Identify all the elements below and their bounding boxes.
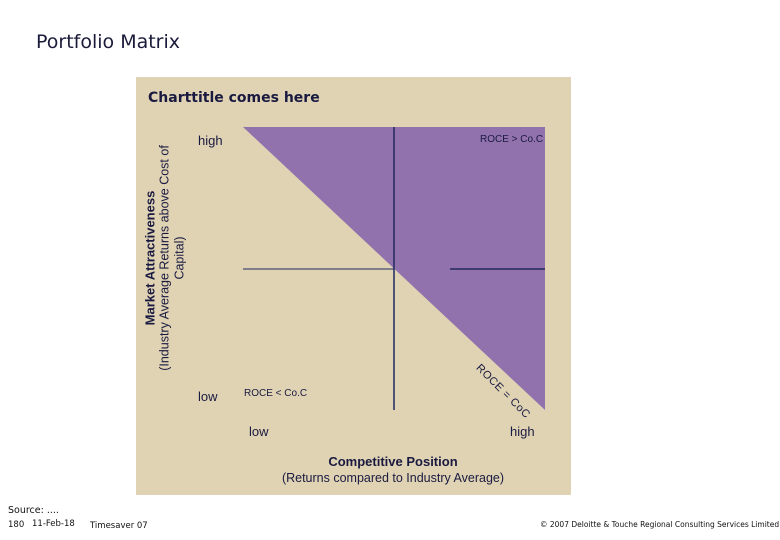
page-number: 180 bbox=[8, 520, 25, 530]
footer-template: Timesaver 07 bbox=[90, 521, 148, 531]
x-axis-title: Competitive Position bbox=[328, 454, 458, 469]
y-low-label: low bbox=[198, 389, 218, 404]
x-high-label: high bbox=[510, 424, 535, 439]
footer-date: 11-Feb-18 bbox=[32, 519, 75, 529]
chart-title: Charttitle comes here bbox=[148, 90, 320, 106]
region-below-label: ROCE < Co.C bbox=[244, 388, 308, 399]
y-axis-title: Market Attractiveness bbox=[142, 190, 158, 326]
y-high-label: high bbox=[198, 133, 223, 148]
y-axis-subtitle: (Industry Average Returns above Cost of … bbox=[157, 145, 187, 371]
region-above-label: ROCE > Co.C bbox=[480, 134, 544, 145]
page-title: Portfolio Matrix bbox=[36, 31, 181, 53]
x-axis-label: Competitive Position (Returns compared t… bbox=[243, 454, 543, 486]
source-note: Source: .... bbox=[8, 505, 59, 516]
x-axis-subtitle: (Returns compared to Industry Average) bbox=[281, 471, 505, 485]
y-axis-label: Market Attractiveness (Industry Average … bbox=[143, 128, 188, 388]
footer-copyright: © 2007 Deloitte & Touche Regional Consul… bbox=[540, 520, 780, 529]
x-low-label: low bbox=[249, 424, 269, 439]
